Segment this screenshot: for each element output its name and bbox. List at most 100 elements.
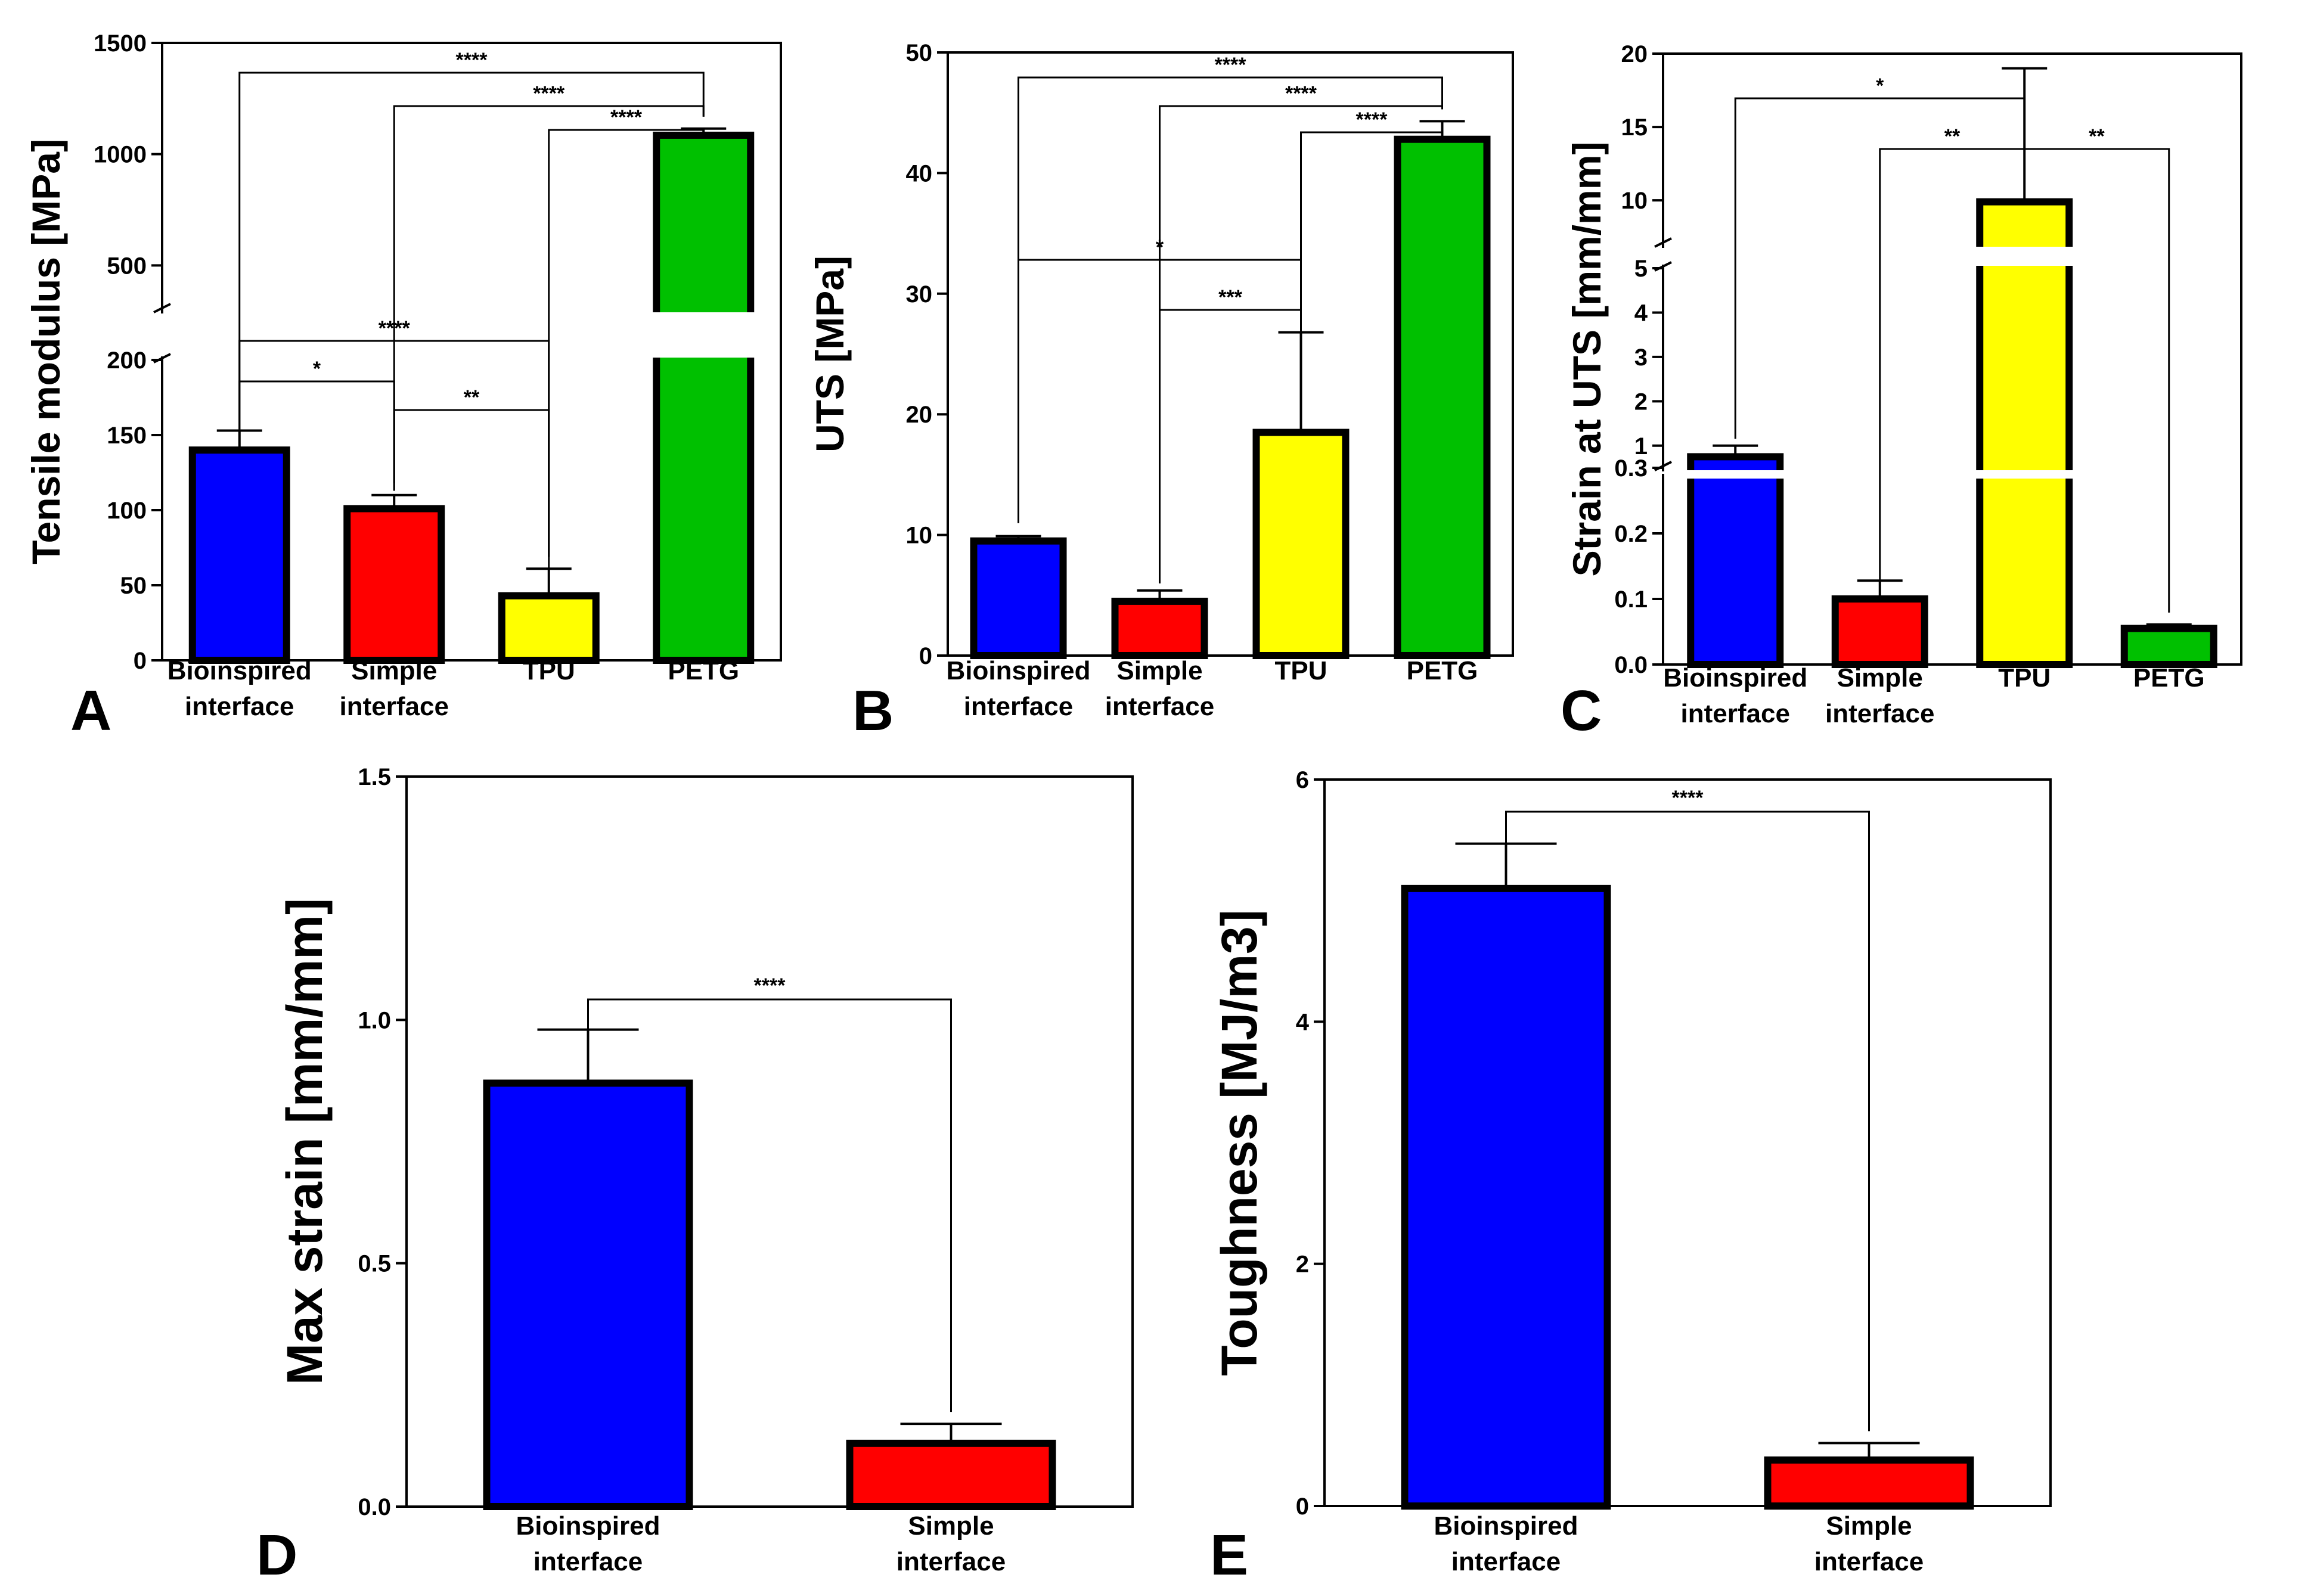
significance-label: ** <box>464 386 480 409</box>
significance-bracket <box>393 105 705 491</box>
bar <box>970 537 1067 659</box>
category-label: PETG <box>2133 663 2205 693</box>
category-label-line: TPU <box>1275 656 1327 685</box>
bar <box>2120 625 2217 668</box>
panel-letter: E <box>1210 1523 1248 1587</box>
plot-frame <box>947 51 1514 657</box>
category-label: PETG <box>1407 656 1478 685</box>
chart-panel-e: 0 2 4 6 Toughness [MJ/m3] E Bioinspired interfa… <box>1210 767 2052 1587</box>
y-tick-label: 150 <box>107 423 147 449</box>
y-tick-label: 100 <box>107 498 147 524</box>
bar <box>846 1439 1056 1510</box>
y-axis-title: Toughness [MJ/m3] <box>1211 909 1267 1376</box>
y-tick-label: 15 <box>1621 114 1648 141</box>
category-label-line: Simple <box>351 656 437 685</box>
significance-label: **** <box>456 49 488 72</box>
significance-label: ** <box>2089 125 2105 148</box>
y-tick-label: 10 <box>1621 188 1648 214</box>
category-label: Bioinspired interface <box>1434 1511 1578 1576</box>
y-tick-label: 0.1 <box>1614 586 1648 613</box>
significance-bracket <box>238 72 705 433</box>
bar-break-stripe <box>652 312 756 358</box>
plot-frame <box>405 775 1134 1508</box>
category-label-line: Bioinspired <box>1434 1511 1578 1541</box>
panel-letter: B <box>852 679 894 743</box>
significance-label: **** <box>1285 82 1317 105</box>
axis-break-mark <box>153 303 171 313</box>
bar <box>498 592 600 665</box>
y-tick-label: 4 <box>1634 300 1648 326</box>
category-label: TPU <box>523 656 575 685</box>
significance-bracket <box>1159 309 1302 583</box>
axis-break-gap <box>1658 471 1668 474</box>
bar <box>343 505 445 664</box>
category-label: Simple interface <box>1814 1511 1924 1576</box>
y-tick-label: 0 <box>1296 1493 1309 1520</box>
category-label-line: interface <box>340 692 449 721</box>
category-label: Bioinspired interface <box>1663 663 1807 728</box>
bar <box>483 1079 693 1510</box>
significance-bracket <box>1734 97 2025 439</box>
bar-break-stripe <box>1975 470 2074 479</box>
category-label-line: Bioinspired <box>167 656 312 685</box>
category-label-line: interface <box>964 692 1073 721</box>
category-label: PETG <box>668 656 739 685</box>
y-axis-title: Strain at UTS [mm/mm] <box>1565 142 1609 577</box>
panel-letter: C <box>1561 679 1602 743</box>
significance-label: **** <box>533 82 565 105</box>
y-tick-label: 6 <box>1296 767 1309 793</box>
category-label-line: Simple <box>1826 1511 1912 1541</box>
category-label: Simple interface <box>897 1511 1006 1576</box>
significance-label: **** <box>1215 54 1247 76</box>
y-axis-title: UTS [MPa] <box>808 256 852 452</box>
chart-panel-b: 0 10 20 30 40 50 UTS [MPa] B Bioinspired interfac… <box>808 40 1514 743</box>
significance-bracket <box>2023 148 2170 613</box>
y-tick-label: 0.0 <box>358 1494 391 1520</box>
panel-letter: D <box>256 1523 297 1587</box>
y-tick-label: 2 <box>1296 1252 1309 1278</box>
category-label: Bioinspired interface <box>516 1511 660 1576</box>
y-tick-label: 2 <box>1634 389 1648 415</box>
chart-panel-d: 0.0 0.5 1.0 1.5 Max strain [mm/mm] D Bioinspir… <box>256 764 1134 1587</box>
y-tick-label: 0.0 <box>1614 652 1648 678</box>
category-label-line: Simple <box>1116 656 1202 685</box>
significance-bracket <box>1505 811 1870 1432</box>
significance-label: **** <box>379 317 411 340</box>
category-label-line: interface <box>1451 1547 1561 1576</box>
category-label: Bioinspired interface <box>946 656 1090 721</box>
axis-break-gap <box>1658 248 1668 265</box>
category-label: TPU <box>1998 663 2051 693</box>
bar-break-stripe <box>1975 247 2074 266</box>
y-tick-label: 1000 <box>94 142 147 168</box>
category-label: Simple interface <box>1105 656 1214 721</box>
y-tick-label: 0.2 <box>1614 521 1648 547</box>
bar <box>1831 595 1928 668</box>
axis-break-gap <box>157 313 167 356</box>
significance-bracket <box>587 998 952 1412</box>
bar <box>1764 1456 1974 1510</box>
category-label: Bioinspired interface <box>167 656 312 721</box>
y-tick-label: 4 <box>1296 1009 1310 1035</box>
category-label-line: TPU <box>523 656 575 685</box>
significance-label: **** <box>754 974 786 997</box>
category-label-line: PETG <box>668 656 739 685</box>
y-tick-label: 0 <box>919 643 932 669</box>
significance-label: **** <box>1672 787 1704 809</box>
bar <box>1687 453 1784 669</box>
significance-label: *** <box>1218 286 1242 309</box>
y-tick-label: 30 <box>906 281 933 308</box>
bar <box>1401 884 1611 1510</box>
y-tick-label: 1.5 <box>358 764 391 790</box>
bar-break-stripe <box>1686 470 1785 479</box>
y-tick-label: 50 <box>120 573 147 599</box>
y-tick-label: 20 <box>906 402 933 428</box>
category-label-line: Bioinspired <box>946 656 1090 685</box>
chart-panel-c: 0.0 0.1 0.2 0.31 2 3 4 5 10 15 20 Strain at UTS [mm… <box>1561 41 2242 743</box>
plot-frame <box>1323 778 2052 1507</box>
category-label-line: PETG <box>1407 656 1478 685</box>
bar <box>1976 198 2073 669</box>
y-tick-label: 0 <box>134 648 147 674</box>
category-label-line: Bioinspired <box>1663 663 1807 693</box>
